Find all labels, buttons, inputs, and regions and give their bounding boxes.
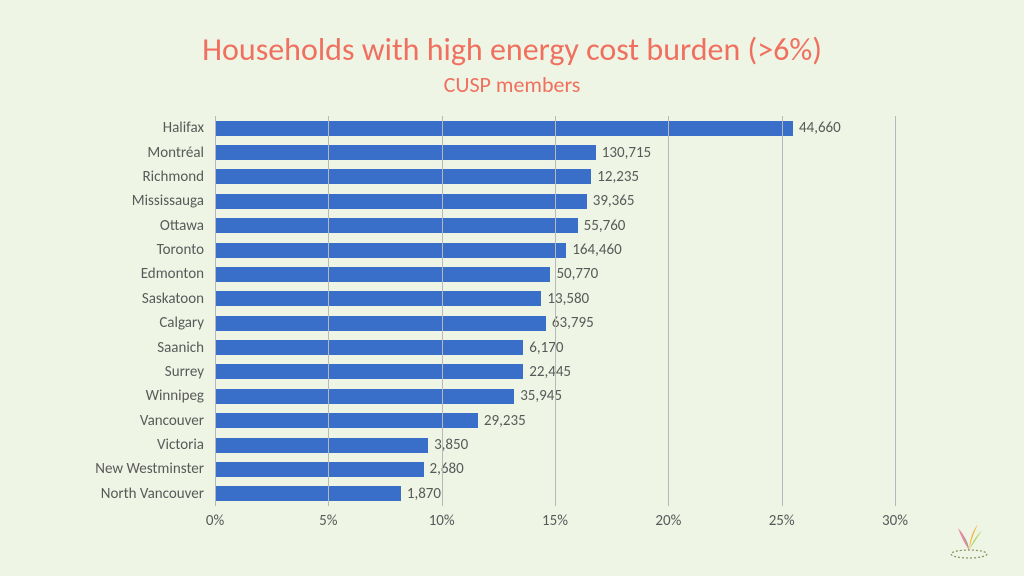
x-axis-tick: 20% bbox=[655, 512, 681, 530]
y-axis-label: Edmonton bbox=[80, 262, 210, 286]
y-axis-label: Saskatoon bbox=[80, 287, 210, 311]
bar bbox=[215, 291, 541, 306]
bar bbox=[215, 267, 550, 282]
bar-value-label: 164,460 bbox=[572, 241, 621, 259]
y-axis-label: Winnipeg bbox=[80, 384, 210, 408]
chart-area: HalifaxMontréalRichmondMississaugaOttawa… bbox=[80, 116, 940, 536]
x-axis-tick: 0% bbox=[206, 512, 224, 530]
gridline bbox=[895, 116, 896, 506]
gridline bbox=[215, 116, 216, 506]
bar bbox=[215, 243, 566, 258]
plot-area: 44,660 130,715 12,235 39,365 55,760 164,460 50… bbox=[215, 116, 895, 506]
bar-value-label: 130,715 bbox=[602, 144, 651, 162]
x-axis-tick: 5% bbox=[319, 512, 337, 530]
bar-value-label: 63,795 bbox=[552, 314, 594, 332]
y-axis-label: Surrey bbox=[80, 360, 210, 384]
bar-value-label: 50,770 bbox=[556, 265, 598, 283]
y-axis-label: Mississauga bbox=[80, 189, 210, 213]
x-axis-tick: 15% bbox=[542, 512, 568, 530]
chart-title: Households with high energy cost burden … bbox=[40, 30, 984, 69]
y-axis-label: Saanich bbox=[80, 335, 210, 359]
cusp-logo-icon bbox=[944, 518, 994, 560]
bar-value-label: 2,680 bbox=[430, 460, 464, 478]
bar-value-label: 1,870 bbox=[407, 485, 441, 503]
bar bbox=[215, 121, 793, 136]
x-axis-tick: 10% bbox=[429, 512, 455, 530]
y-axis-labels: HalifaxMontréalRichmondMississaugaOttawa… bbox=[80, 116, 210, 506]
y-axis-label: Victoria bbox=[80, 433, 210, 457]
bar bbox=[215, 340, 523, 355]
gridline bbox=[555, 116, 556, 506]
bar bbox=[215, 462, 424, 477]
bar-value-label: 13,580 bbox=[547, 290, 589, 308]
bar-value-label: 3,850 bbox=[434, 436, 468, 454]
gridline bbox=[328, 116, 329, 506]
bar bbox=[215, 413, 478, 428]
slide-page: Households with high energy cost burden … bbox=[0, 0, 1024, 576]
y-axis-label: New Westminster bbox=[80, 457, 210, 481]
x-axis: 0%5%10%15%20%25%30% bbox=[215, 506, 895, 536]
chart-subtitle: CUSP members bbox=[40, 71, 984, 98]
y-axis-label: Toronto bbox=[80, 238, 210, 262]
bar bbox=[215, 194, 587, 209]
gridline bbox=[668, 116, 669, 506]
y-axis-label: Ottawa bbox=[80, 214, 210, 238]
x-axis-tick: 25% bbox=[769, 512, 795, 530]
y-axis-label: Vancouver bbox=[80, 409, 210, 433]
bar-value-label: 44,660 bbox=[799, 119, 841, 137]
bar bbox=[215, 169, 591, 184]
gridline bbox=[442, 116, 443, 506]
gridline bbox=[782, 116, 783, 506]
y-axis-label: Montréal bbox=[80, 140, 210, 164]
bar-value-label: 22,445 bbox=[529, 363, 571, 381]
bar-value-label: 12,235 bbox=[597, 168, 639, 186]
bar bbox=[215, 389, 514, 404]
y-axis-label: Richmond bbox=[80, 165, 210, 189]
y-axis-label: Calgary bbox=[80, 311, 210, 335]
bar bbox=[215, 438, 428, 453]
bar-value-label: 39,365 bbox=[593, 192, 635, 210]
bar-value-label: 6,170 bbox=[529, 339, 563, 357]
y-axis-label: North Vancouver bbox=[80, 482, 210, 506]
bar bbox=[215, 145, 596, 160]
bar-value-label: 55,760 bbox=[584, 217, 626, 235]
bar-value-label: 29,235 bbox=[484, 412, 526, 430]
bar bbox=[215, 218, 578, 233]
y-axis-label: Halifax bbox=[80, 116, 210, 140]
bar bbox=[215, 486, 401, 501]
x-axis-tick: 30% bbox=[882, 512, 908, 530]
bar bbox=[215, 316, 546, 331]
bar bbox=[215, 364, 523, 379]
